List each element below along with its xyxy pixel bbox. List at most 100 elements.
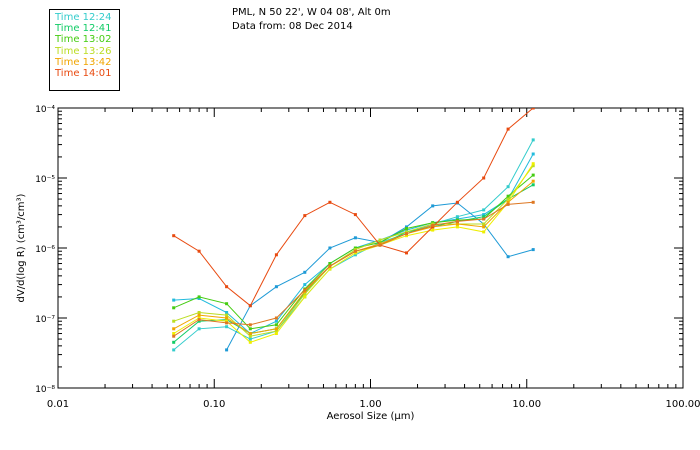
data-point <box>431 228 435 232</box>
data-point <box>197 316 201 320</box>
data-point <box>405 234 408 238</box>
data-point <box>353 236 357 240</box>
data-point <box>197 297 201 300</box>
data-point <box>303 292 307 296</box>
data-point <box>172 334 176 338</box>
data-point <box>455 200 459 204</box>
data-point <box>506 194 510 198</box>
y-tick-label: 10⁻⁶ <box>35 245 55 255</box>
series-group <box>172 108 535 352</box>
data-point <box>225 325 229 329</box>
x-axis-title: Aerosol Size (μm) <box>327 411 415 422</box>
data-point <box>197 319 201 323</box>
data-point <box>248 323 252 327</box>
series-8 <box>172 108 535 308</box>
data-point <box>353 253 357 257</box>
y-axis-title: dV/d(log R) (cm³/cm³) <box>16 193 27 302</box>
legend-item: Time 13:26 <box>55 45 112 57</box>
data-point <box>274 327 278 331</box>
data-point <box>353 249 357 253</box>
series-2 <box>225 201 535 352</box>
data-point <box>225 285 229 289</box>
data-point <box>197 249 201 253</box>
series-1 <box>172 152 535 335</box>
data-point <box>378 243 382 247</box>
data-point <box>531 179 535 183</box>
data-point <box>531 138 535 142</box>
data-point <box>328 262 332 265</box>
data-point <box>482 230 486 234</box>
data-point <box>172 298 176 302</box>
data-point <box>197 295 201 299</box>
data-point <box>172 327 176 331</box>
chart-title-location: PML, N 50 22', W 04 08', Alt 0m <box>232 7 391 18</box>
series-line <box>173 108 534 307</box>
data-point <box>455 215 459 219</box>
data-point <box>506 255 510 259</box>
data-point <box>172 234 176 238</box>
data-point <box>531 164 535 168</box>
data-point <box>353 248 357 252</box>
data-point <box>172 332 176 335</box>
legend-item: Time 13:02 <box>55 34 112 46</box>
x-tick-label: 1.00 <box>359 399 381 410</box>
data-point <box>531 162 535 166</box>
data-point <box>482 213 486 217</box>
y-tick-label: 10⁻⁵ <box>35 175 55 185</box>
y-tick-label: 10⁻⁸ <box>35 385 55 395</box>
data-point <box>197 313 201 317</box>
data-point <box>455 222 459 226</box>
data-point <box>172 306 176 310</box>
data-point <box>248 332 252 335</box>
x-tick-label: 0.10 <box>203 399 225 410</box>
data-point <box>378 238 382 242</box>
data-point <box>197 318 201 322</box>
data-point <box>274 332 278 335</box>
data-point <box>455 219 459 223</box>
data-point <box>482 217 486 221</box>
series-line <box>173 180 534 335</box>
y-tick-label: 10⁻⁷ <box>35 315 55 325</box>
data-point <box>328 246 332 250</box>
data-point <box>405 227 408 230</box>
data-point <box>248 327 252 331</box>
series-line <box>226 202 534 351</box>
legend-item: Time 12:41 <box>55 23 112 35</box>
data-point <box>248 340 252 344</box>
data-point <box>531 108 535 110</box>
data-point <box>531 173 535 177</box>
data-point <box>482 225 486 229</box>
data-point <box>353 246 357 250</box>
legend-item: Time 13:42 <box>55 56 112 68</box>
data-point <box>197 327 201 331</box>
x-tick-label: 0.01 <box>47 399 69 410</box>
data-point <box>225 348 229 352</box>
data-point <box>482 176 486 180</box>
x-tick-label: 10.00 <box>512 399 541 410</box>
data-point <box>248 337 252 341</box>
series-9 <box>172 200 535 338</box>
data-point <box>274 323 278 327</box>
minor-ticks <box>58 108 683 388</box>
data-point <box>274 329 278 333</box>
x-tick-label: 100.00 <box>666 399 700 410</box>
data-point <box>274 319 278 323</box>
data-point <box>274 285 278 289</box>
data-point <box>482 215 486 219</box>
legend: Time 12:24 Time 12:41 Time 13:02 Time 13:26… <box>49 9 120 91</box>
data-point <box>405 251 408 255</box>
data-point <box>197 311 201 314</box>
data-point <box>172 348 176 352</box>
data-point <box>506 200 510 204</box>
data-point <box>431 223 435 227</box>
data-point <box>303 283 307 287</box>
data-point <box>405 228 408 232</box>
legend-item: Time 14:01 <box>55 68 112 79</box>
y-tick-label: 10⁻⁴ <box>35 105 55 115</box>
data-point <box>248 334 252 338</box>
data-point <box>225 311 229 314</box>
chart-title-date: Data from: 08 Dec 2014 <box>232 21 353 32</box>
data-point <box>482 222 486 226</box>
data-point <box>172 340 176 344</box>
